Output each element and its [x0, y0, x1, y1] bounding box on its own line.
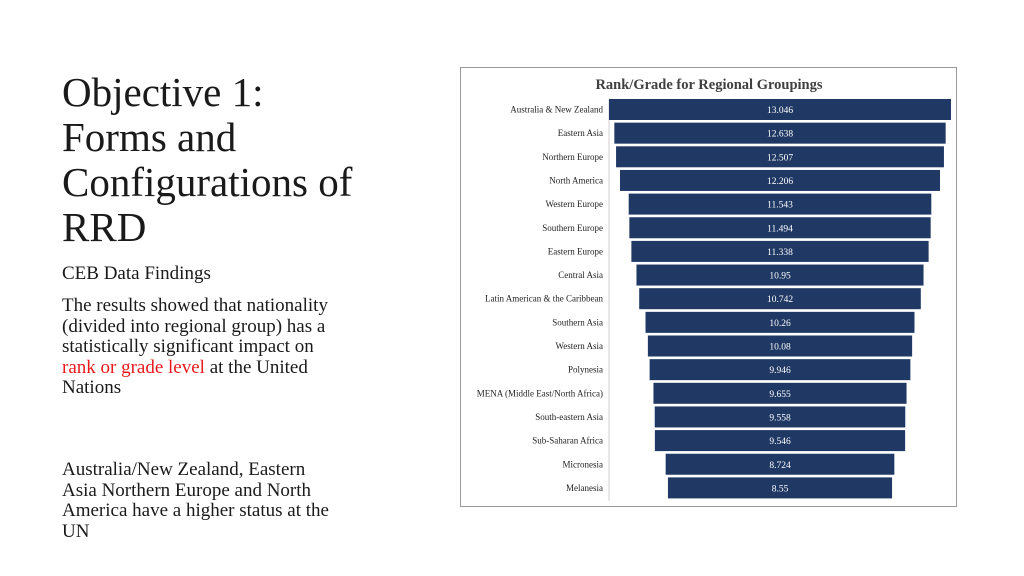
bar — [639, 288, 921, 310]
bar — [649, 359, 911, 381]
bar — [628, 193, 932, 215]
highlighted-text: rank or grade level — [62, 356, 205, 378]
chart-title: Rank/Grade for Regional Groupings — [595, 77, 822, 93]
category-label: Eastern Europe — [548, 246, 603, 256]
category-label: Central Asia — [558, 270, 603, 280]
findings-paragraph: The results showed that nationality (div… — [62, 295, 332, 399]
conclusion-paragraph: Australia/New Zealand, Eastern Asia Nort… — [62, 459, 329, 542]
bar — [629, 217, 931, 239]
bar-value-label: 11.338 — [767, 248, 793, 258]
bar — [667, 477, 893, 499]
findings-text: The results showed that nationality (div… — [62, 295, 328, 357]
category-label: Micronesia — [563, 459, 604, 469]
bar — [645, 311, 915, 333]
category-label: Melanesia — [566, 483, 603, 493]
bar-value-label: 9.655 — [769, 390, 791, 400]
category-label: Western Asia — [555, 341, 603, 351]
bar — [647, 335, 913, 357]
findings-text-end: at the United Nations — [62, 356, 308, 398]
rank-grade-chart: Rank/Grade for Regional Groupings 13.046 A… — [460, 67, 957, 507]
bar-value-label: 8.55 — [772, 484, 789, 494]
bar-value-label: 10.95 — [769, 272, 791, 282]
bar-value-label: 12.638 — [767, 130, 793, 140]
bar-value-label: 12.507 — [767, 153, 793, 163]
category-label: Southern Europe — [542, 223, 603, 233]
category-label: Eastern Asia — [558, 128, 603, 138]
category-label: Latin American & the Caribbean — [485, 294, 603, 304]
bar — [614, 122, 946, 144]
category-label: Western Europe — [545, 199, 603, 209]
bar — [654, 430, 906, 452]
bar-value-label: 9.558 — [769, 413, 791, 423]
bar — [631, 240, 929, 262]
slide-title: Objective 1: Forms and Configurations of… — [62, 69, 353, 250]
bar-value-label: 12.206 — [767, 177, 793, 187]
bar-value-label: 9.546 — [769, 437, 791, 447]
bar-value-label: 10.08 — [769, 343, 791, 353]
category-label: Australia & New Zealand — [510, 105, 603, 115]
bar — [620, 169, 940, 191]
category-label: South-eastern Asia — [535, 412, 603, 422]
bar-value-label: 11.543 — [767, 201, 793, 211]
category-label: MENA (Middle East/North Africa) — [477, 388, 603, 398]
bar — [665, 453, 895, 475]
category-label: Southern Asia — [552, 317, 603, 327]
bar — [616, 146, 944, 168]
bar — [653, 382, 907, 404]
chart-svg: Rank/Grade for Regional Groupings 13.046 A… — [477, 77, 951, 502]
bar — [654, 406, 906, 428]
category-label: North America — [549, 175, 603, 185]
bar-value-label: 9.946 — [769, 366, 791, 376]
bar-value-label: 8.724 — [769, 461, 791, 471]
category-label: Polynesia — [568, 365, 603, 375]
bar-value-label: 10.26 — [769, 319, 791, 329]
bar — [609, 99, 951, 120]
bar-value-label: 11.494 — [767, 224, 793, 234]
bar — [636, 264, 924, 286]
bar-value-label: 13.046 — [767, 106, 793, 116]
bar-value-label: 10.742 — [767, 295, 793, 305]
slide-subtitle: CEB Data Findings — [62, 263, 211, 284]
category-label: Northern Europe — [542, 152, 603, 162]
category-label: Sub-Saharan Africa — [532, 436, 603, 446]
